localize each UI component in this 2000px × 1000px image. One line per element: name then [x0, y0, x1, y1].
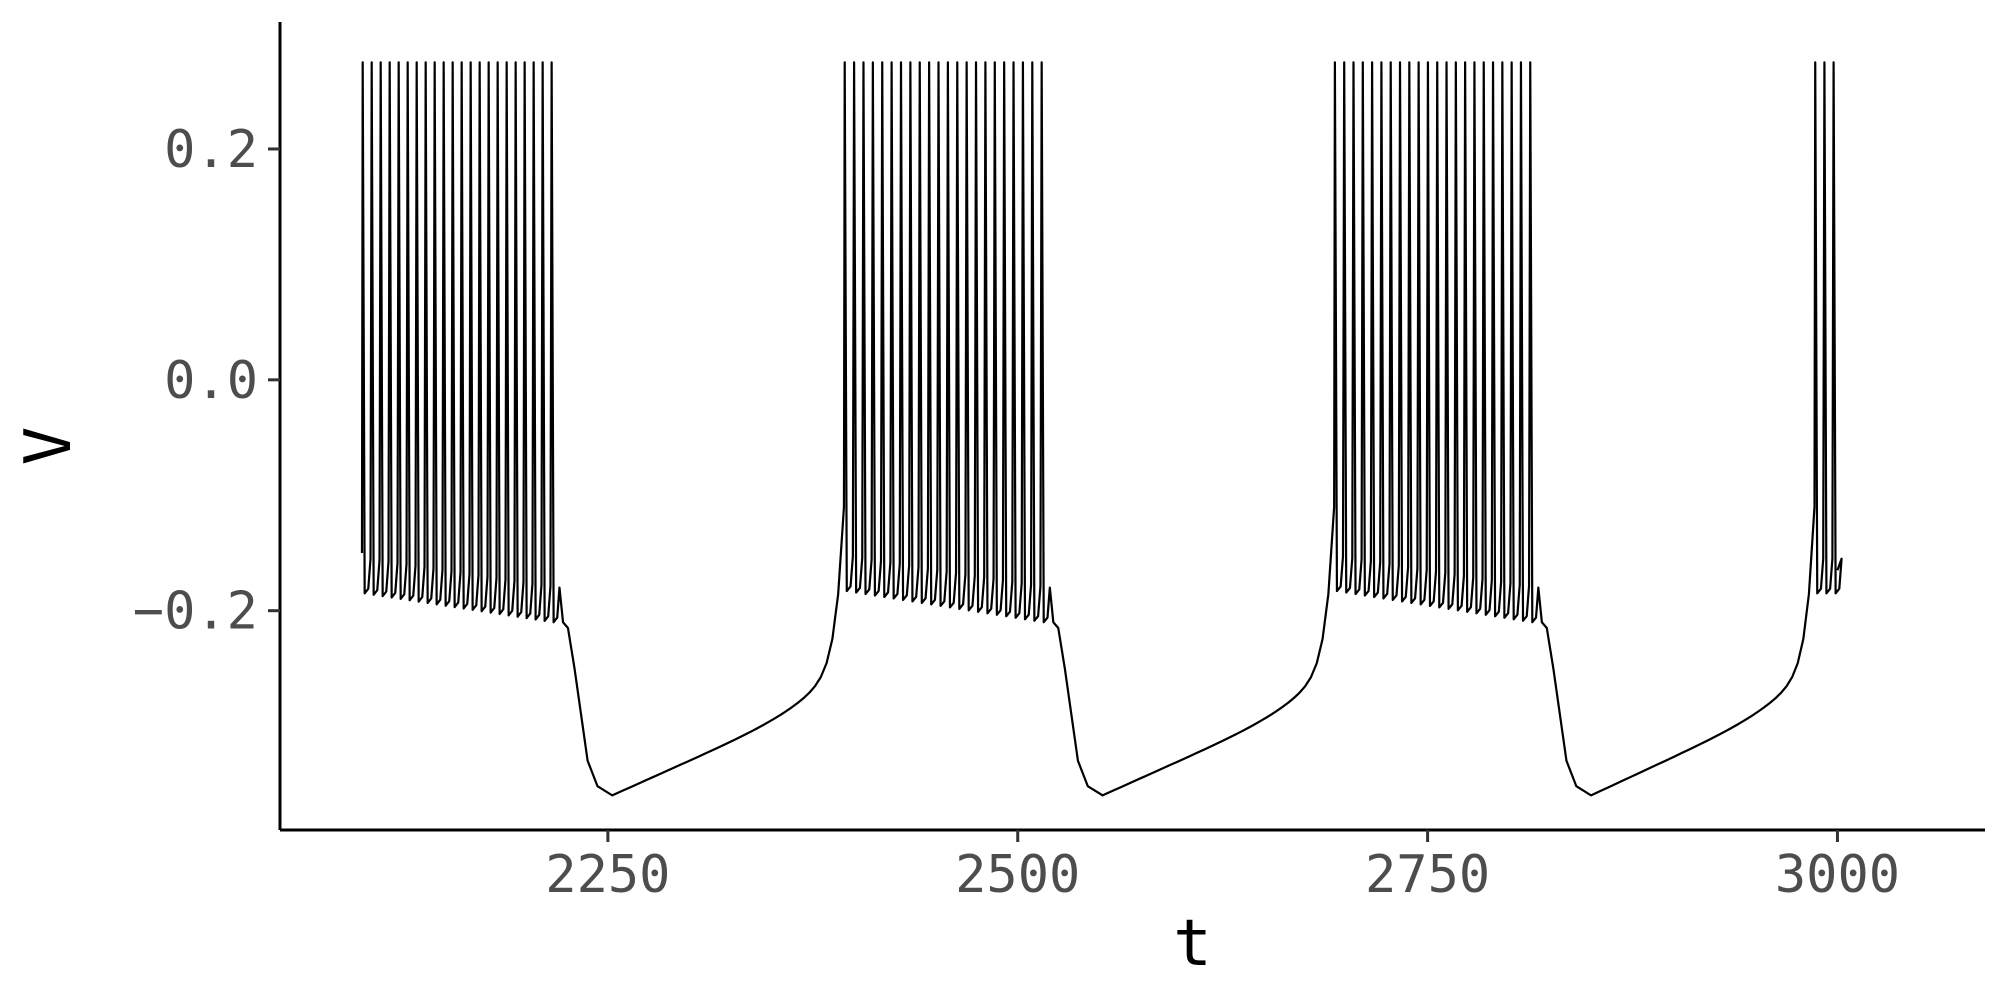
x-tick-label: 2750: [1365, 845, 1490, 905]
x-tick-label: 3000: [1775, 845, 1900, 905]
series-line-V: [360, 61, 1843, 797]
y-ticks: 0.2 0.0 −0.2: [133, 120, 280, 642]
y-tick-label: −0.2: [133, 582, 258, 642]
y-tick-label: 0.0: [164, 351, 258, 411]
x-tick-label: 2250: [545, 845, 670, 905]
y-axis-title: V: [12, 427, 86, 466]
x-axis-title: t: [1173, 907, 1212, 981]
axes: [278, 22, 1985, 832]
x-tick-label: 2500: [955, 845, 1080, 905]
y-tick-label: 0.2: [164, 120, 258, 180]
x-ticks: 2250 2500 2750 3000: [545, 830, 1900, 905]
